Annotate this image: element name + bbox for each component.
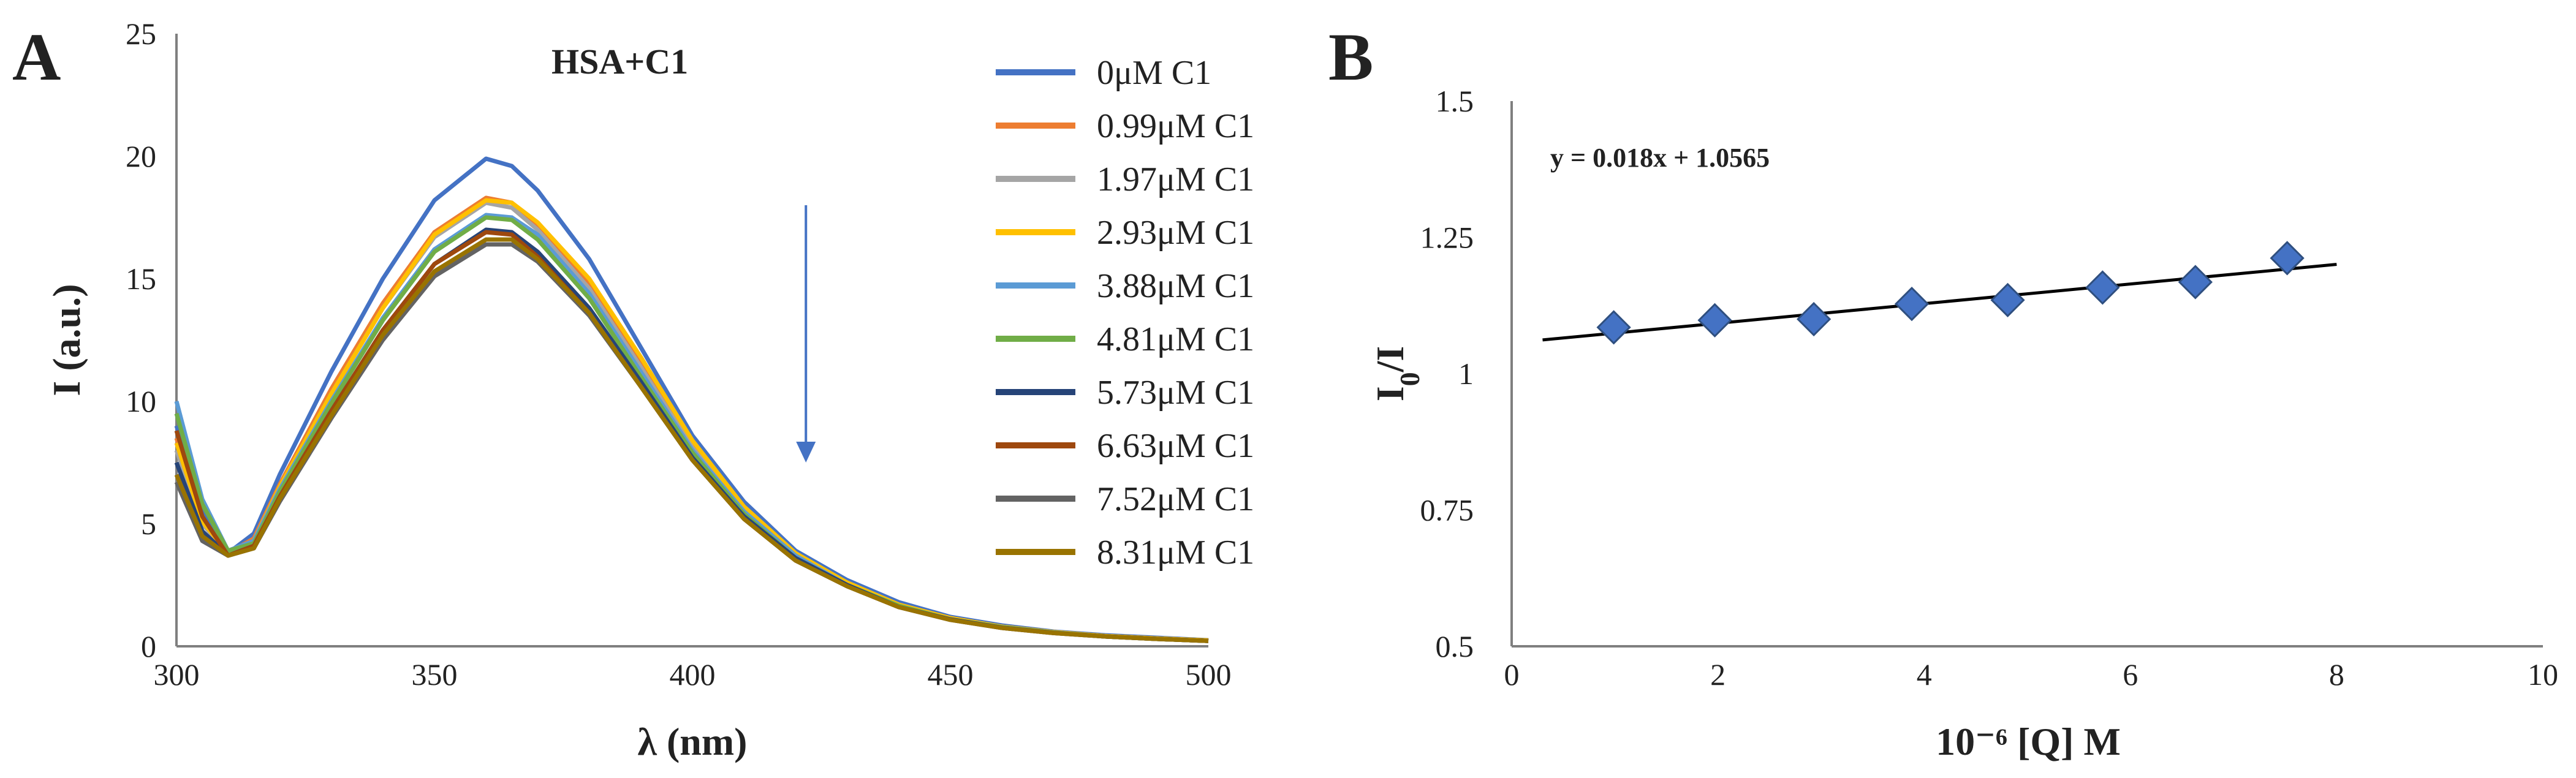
panel-b-y-title: I0/I [1368,346,1425,402]
panel-a-legend-label: 3.88μM C1 [1097,267,1254,305]
panel-a-legend-label: 0μM C1 [1097,54,1211,92]
panel-b-x-tick-label: 6 [2123,657,2138,692]
panel-b-data-point [1596,310,1631,345]
panel-a-x-ticks: 300 350 400 450 500 [154,657,1232,692]
panel-b-x-tick-label: 8 [2329,657,2344,692]
panel-a-x-tick-label: 400 [670,657,716,692]
panel-a: A 0 5 10 15 20 25 300 350 400 450 500 HSA+C1 λ (n… [12,17,1254,763]
panel-b-data-point [1990,282,2025,317]
panel-a-series [174,156,1209,643]
panel-a-arrow [796,205,816,463]
panel-a-y-tick-label: 0 [141,629,156,663]
panel-b-x-tick-label: 0 [1504,657,1520,692]
panel-a-legend-label: 5.73μM C1 [1097,374,1254,412]
panel-a-series-line [174,213,1209,643]
panel-b-y-title-tail: /I [1368,346,1412,373]
panel-a-legend-label: 2.93μM C1 [1097,214,1254,252]
panel-b-y-title-main: I [1368,386,1412,401]
panel-b-y-ticks: 0.5 0.75 1 1.25 1.5 [1420,84,1474,663]
panel-b-y-tick-label: 1.25 [1420,221,1474,255]
panel-b-trendline [1542,263,2337,342]
panel-a-series-line [174,215,1209,643]
panel-b-data-point [1697,303,1732,338]
panel-a-arrow-head [796,442,816,463]
panel-a-legend-label: 1.97μM C1 [1097,161,1254,198]
panel-b-y-tick-label: 1 [1458,357,1474,391]
panel-a-legend-label: 0.99μM C1 [1097,107,1254,145]
panel-b-y-title-sub: 0 [1394,372,1425,386]
panel-b-x-tick-label: 2 [1710,657,1726,692]
panel-a-y-tick-label: 5 [141,507,156,541]
panel-a-series-line [174,237,1209,643]
panel-b-data-point [1796,301,1832,337]
panel-b-data-point [2178,265,2213,300]
panel-a-legend: 0μM C1 0.99μM C1 1.97μM C1 2.93μM C1 3.88μM … [996,54,1254,572]
panel-b-y-tick-label: 0.75 [1420,493,1474,527]
panel-a-y-title: I (a.u.) [45,284,88,396]
panel-a-y-ticks: 0 5 10 15 20 25 [126,17,156,663]
panel-b: B 0.5 0.75 1 1.25 1.5 0 2 4 6 8 10 y = 0.018x + 1… [1328,20,2558,763]
panel-b-points [1596,241,2305,345]
panel-a-x-tick-label: 500 [1186,657,1232,692]
panel-a-x-tick-label: 450 [928,657,974,692]
panel-a-y-tick-label: 20 [126,139,156,173]
panel-a-legend-label: 7.52μM C1 [1097,480,1254,518]
panel-a-legend-label: 4.81μM C1 [1097,320,1254,358]
panel-a-annotation: HSA+C1 [551,42,688,81]
panel-b-x-tick-label: 10 [2528,657,2558,692]
panel-b-x-tick-label: 4 [1917,657,1932,692]
panel-b-equation: y = 0.018x + 1.0565 [1550,143,1770,173]
panel-b-x-ticks: 0 2 4 6 8 10 [1504,657,2559,692]
panel-b-y-tick-label: 0.5 [1436,629,1474,663]
panel-b-data-point [2270,241,2305,276]
panel-a-legend-label: 8.31μM C1 [1097,534,1254,572]
panel-b-data-point [2085,270,2120,305]
panel-b-x-title: 10⁻⁶ [Q] M [1936,720,2121,763]
panel-b-trendline-line [1542,263,2337,342]
panel-a-legend-label: 6.63μM C1 [1097,427,1254,465]
panel-a-y-tick-label: 10 [126,384,156,418]
panel-a-x-tick-label: 300 [154,657,200,692]
panel-b-letter: B [1328,20,1373,94]
panel-b-y-tick-label: 1.5 [1436,84,1474,118]
panel-a-y-tick-label: 15 [126,262,156,296]
panel-a-y-tick-label: 25 [126,17,156,51]
panel-a-x-title: λ (nm) [638,720,748,763]
panel-a-letter: A [12,20,61,94]
panel-b-data-point [1894,286,1930,322]
panel-a-x-tick-label: 350 [412,657,458,692]
